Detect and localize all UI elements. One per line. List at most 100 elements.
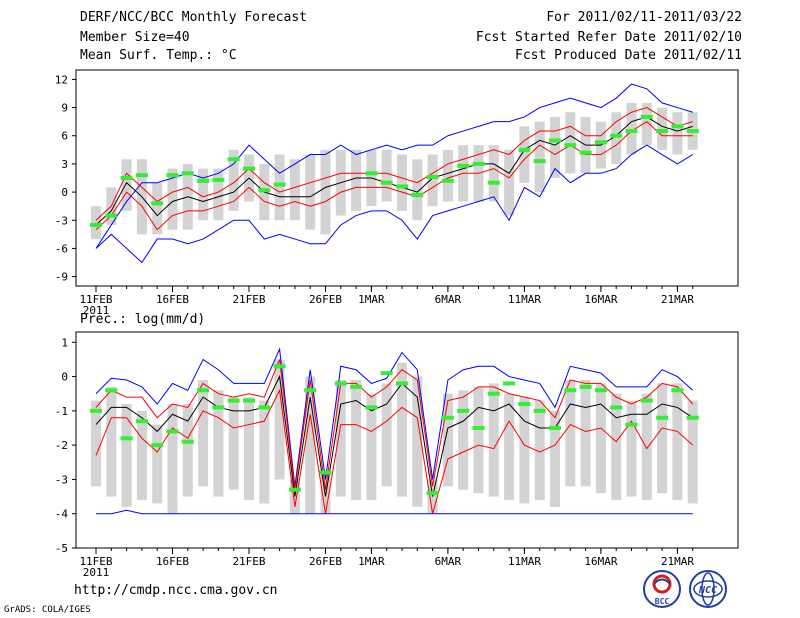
prec-ensemble-box: [213, 390, 224, 497]
temp-ensemble-box: [611, 112, 622, 164]
prec-series-lower_quartile: [95, 388, 694, 514]
prec-ensemble-box: [611, 393, 622, 500]
temp-ytick-label: 0: [61, 186, 68, 199]
temp-xtick-label: 11MAR: [508, 293, 541, 306]
prec-ensemble-box: [366, 393, 377, 500]
temp-xtick-label: 11FEB: [79, 293, 112, 306]
grads-credit: GrADS: COLA/IGES: [4, 605, 91, 615]
temp-obs-marker: [120, 176, 133, 180]
temp-xtick-label: 26FEB: [309, 293, 342, 306]
temp-obs-marker: [105, 213, 118, 218]
prec-xtick-label: 11FEB: [79, 555, 112, 568]
prec-ensemble-box: [687, 400, 698, 504]
temp-obs-marker: [243, 166, 255, 171]
prec-obs-marker: [610, 405, 623, 410]
prec-obs-marker: [243, 398, 255, 403]
temp-obs-marker: [227, 157, 240, 162]
prec-ensemble-box: [488, 383, 499, 497]
temp-obs-marker: [594, 140, 607, 145]
prec-obs-marker: [380, 371, 393, 376]
prec-obs-marker: [304, 388, 317, 393]
prec-xtick-label: 6MAR: [435, 555, 462, 568]
prec-obs-marker: [503, 381, 516, 386]
variable-label: Mean Surf. Temp.: °C: [80, 48, 237, 63]
prec-ensemble-box: [626, 400, 637, 497]
temp-ensemble-box: [442, 149, 453, 202]
prec-ensemble-box: [565, 380, 576, 487]
temp-obs-marker: [258, 188, 271, 193]
temp-obs-marker: [564, 143, 577, 148]
prec-obs-marker: [212, 405, 225, 410]
website-url[interactable]: http://cmdp.ncc.cma.gov.cn: [74, 583, 278, 598]
prec-obs-marker: [120, 436, 133, 441]
prec-ensemble-box: [504, 393, 515, 500]
temp-ytick-label: 3: [61, 158, 68, 171]
prec-xtick-label: 16FEB: [156, 555, 189, 568]
temp-ytick-label: -6: [55, 242, 68, 255]
temp-obs-marker: [365, 171, 378, 176]
prec-ensemble-box: [106, 386, 117, 497]
prec-ensemble-box: [91, 400, 101, 487]
prec-obs-marker: [365, 405, 378, 410]
temp-obs-marker: [549, 138, 561, 143]
temp-obs-marker: [487, 180, 500, 185]
temp-obs-marker: [518, 147, 531, 152]
prec-ensemble-box: [259, 400, 270, 504]
prec-ensemble-box: [534, 400, 545, 500]
temp-obs-marker: [380, 180, 393, 185]
prec-obs-marker: [181, 439, 194, 444]
prec-obs-marker: [396, 381, 408, 386]
prec-series-upper_quartile: [95, 359, 694, 490]
prec-obs-marker: [105, 388, 118, 393]
temp-ytick-label: 9: [61, 102, 68, 115]
prec-obs-marker: [166, 429, 179, 434]
bcc-logo-text: BCC: [655, 597, 670, 606]
temp-obs-marker: [151, 201, 164, 206]
temp-xtick-label: 21MAR: [661, 293, 694, 306]
prec-obs-marker: [487, 391, 500, 396]
prec-ensemble-box: [381, 383, 392, 487]
prec-xtick-label: 11MAR: [508, 555, 541, 568]
temp-obs-marker: [273, 182, 286, 187]
temp-series-min: [95, 144, 693, 264]
temp-ensemble-box: [121, 159, 132, 211]
temp-xtick-label: 21FEB: [232, 293, 265, 306]
prec-ensemble-box: [580, 380, 591, 487]
temp-ytick-label: -3: [55, 214, 68, 227]
prec-obs-marker: [258, 405, 271, 410]
prec-series-max: [95, 347, 694, 487]
prec-xtick-label: 21MAR: [661, 555, 694, 568]
temp-ensemble-box: [91, 206, 101, 240]
prec-ensemble-box: [305, 376, 316, 514]
temp-xtick-label: 1MAR: [358, 293, 385, 306]
prec-ensemble-box: [458, 390, 469, 490]
prec-series-ensemble_mean: [95, 374, 693, 497]
prec-ensemble-box: [121, 404, 132, 507]
temp-ensemble-box: [672, 112, 683, 155]
temp-ytick-label: 6: [61, 130, 68, 143]
temp-obs-marker: [625, 129, 638, 134]
prec-obs-marker: [579, 384, 592, 389]
temp-ytick-label: 12: [55, 73, 68, 86]
prec-ensemble-box: [244, 397, 254, 500]
temp-ensemble-box: [657, 107, 668, 150]
prec-obs-marker: [135, 419, 148, 424]
prec-ensemble-box: [442, 393, 453, 487]
prec-obs-marker: [90, 408, 102, 413]
prec-ensemble-box: [473, 386, 484, 494]
temp-series-lower_quartile: [95, 121, 693, 231]
temp-ensemble-box: [488, 145, 499, 202]
prec-ensemble-box: [274, 359, 285, 480]
temp-obs-marker: [640, 114, 653, 119]
prec-xtick-label: 26FEB: [309, 555, 342, 568]
temp-obs-marker: [656, 129, 669, 134]
temp-ensemble-box: [626, 102, 637, 155]
temp-obs-marker: [212, 177, 225, 182]
prec-ensemble-box: [595, 383, 606, 494]
prec-ensemble-box: [519, 397, 530, 504]
fcst-produced-date: Fcst Produced Date 2011/02/11: [515, 48, 742, 63]
prec-xtick-label: 1MAR: [358, 555, 385, 568]
temp-ensemble-box: [534, 121, 545, 193]
temp-ensemble-box: [427, 154, 438, 207]
temp-obs-marker: [197, 178, 210, 183]
